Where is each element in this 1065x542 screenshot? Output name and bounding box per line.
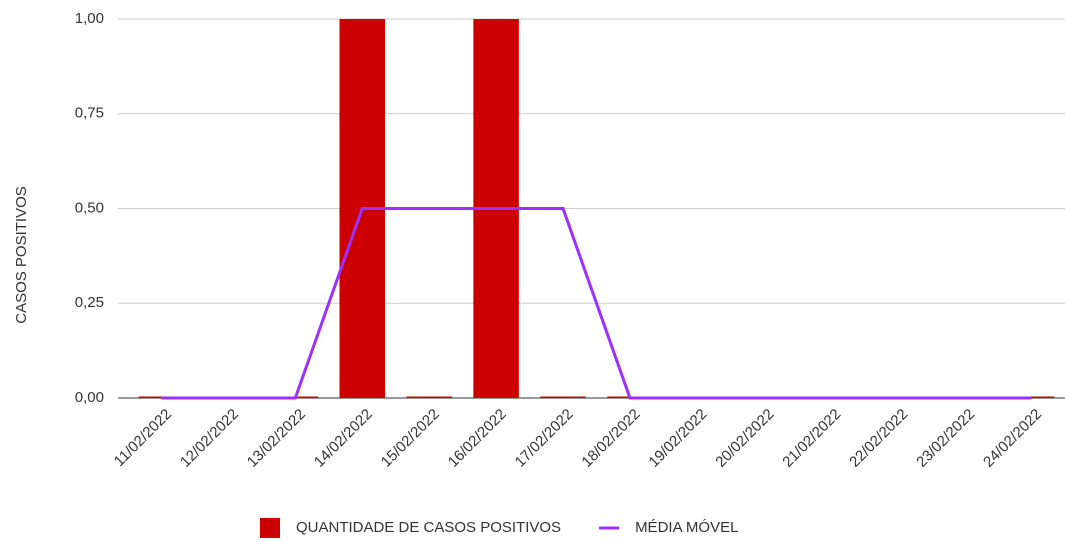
bar — [540, 396, 586, 398]
x-tick-label: 24/02/2022 — [980, 406, 1045, 471]
y-axis-title: CASOS POSITIVOS — [13, 186, 30, 324]
x-tick-label: 14/02/2022 — [311, 406, 376, 471]
x-tick-label: 19/02/2022 — [645, 406, 710, 471]
bar — [406, 396, 452, 398]
x-tick-label: 12/02/2022 — [177, 406, 242, 471]
x-tick-label: 22/02/2022 — [846, 406, 911, 471]
x-tick-label: 18/02/2022 — [578, 406, 643, 471]
x-tick-label: 20/02/2022 — [712, 406, 777, 471]
x-tick-label: 21/02/2022 — [779, 406, 844, 471]
y-tick-label: 0,25 — [75, 294, 104, 311]
x-tick-label: 15/02/2022 — [378, 406, 443, 471]
legend-swatch — [260, 518, 280, 538]
y-tick-label: 1,00 — [75, 10, 104, 27]
legend-label: MÉDIA MÓVEL — [635, 519, 738, 536]
line — [161, 207, 1032, 400]
x-tick-label: 11/02/2022 — [111, 406, 175, 470]
x-tick-label: 13/02/2022 — [244, 406, 309, 471]
legend-label: QUANTIDADE DE CASOS POSITIVOS — [296, 519, 561, 536]
x-tick-label: 16/02/2022 — [445, 406, 510, 471]
y-tick-label: 0,00 — [75, 389, 104, 406]
y-tick-label: 0,50 — [75, 199, 104, 216]
x-tick-label: 17/02/2022 — [512, 406, 577, 471]
y-tick-label: 0,75 — [75, 105, 104, 122]
x-tick-label: 23/02/2022 — [913, 406, 978, 471]
